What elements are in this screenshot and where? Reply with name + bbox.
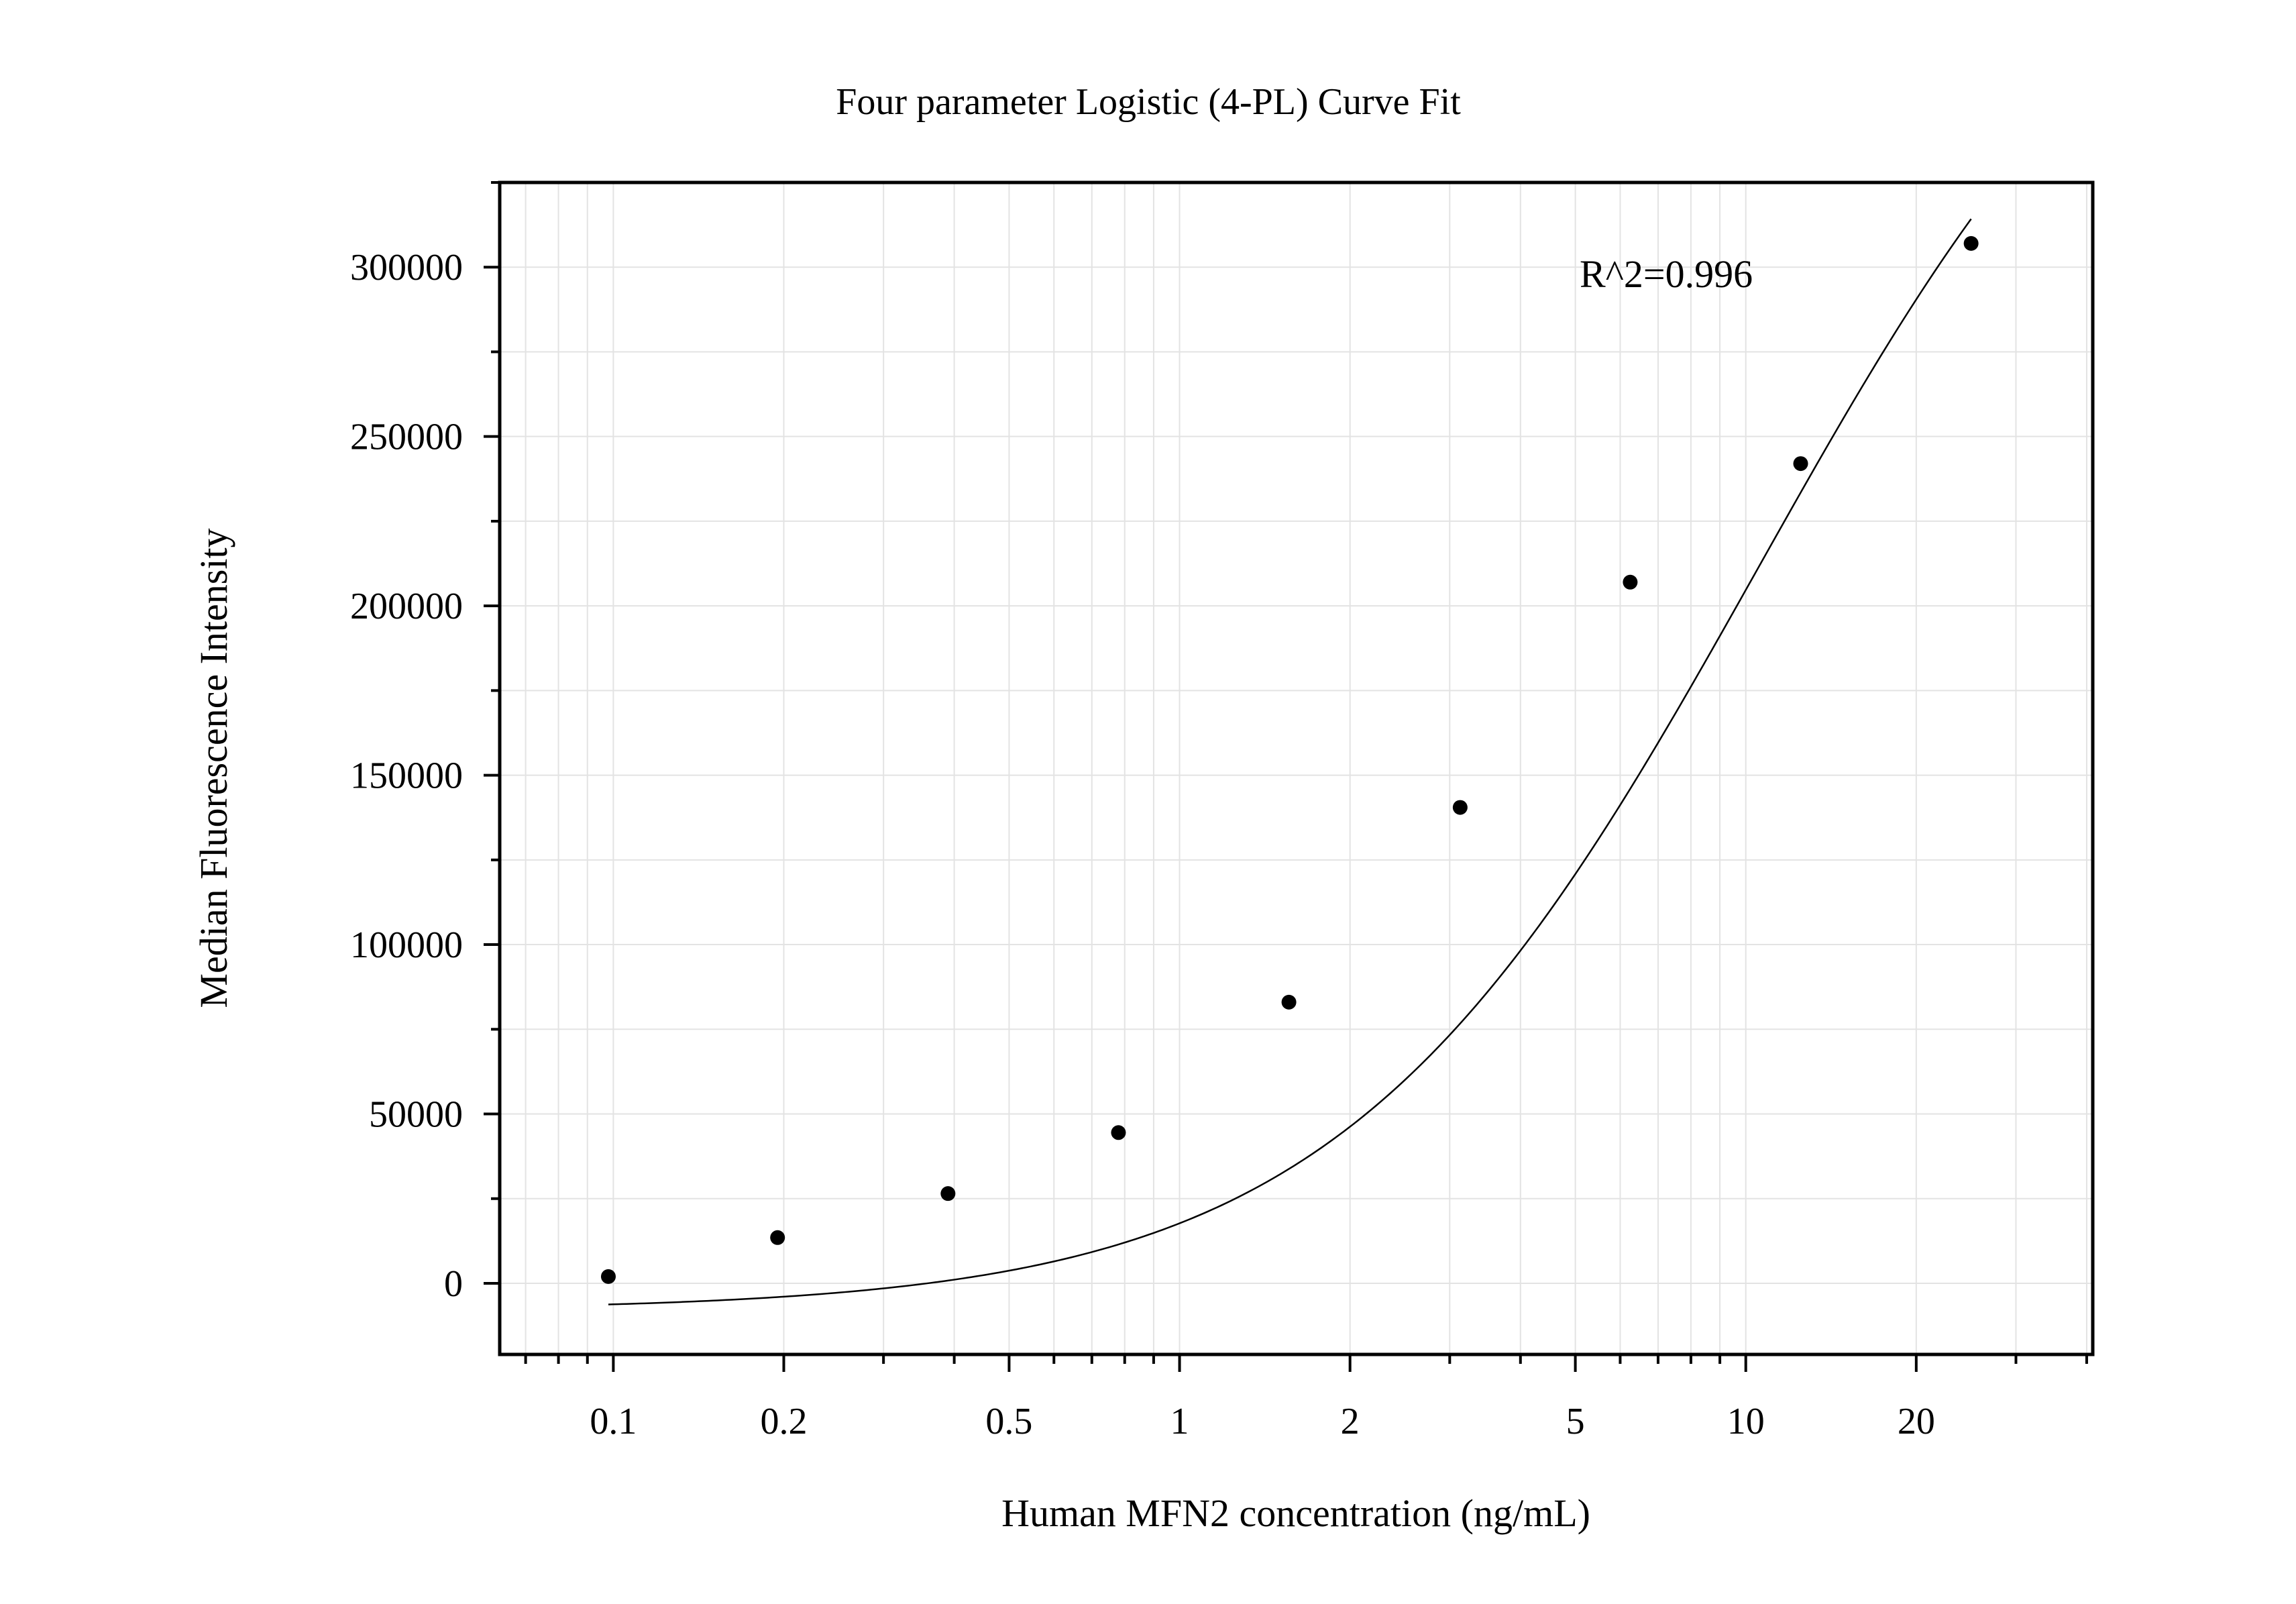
y-tick-label: 300000 <box>350 247 463 288</box>
data-point <box>1963 235 1979 251</box>
chart-title: Four parameter Logistic (4-PL) Curve Fit <box>836 81 1461 123</box>
data-point <box>600 1269 616 1284</box>
data-point <box>1452 800 1468 815</box>
x-axis-label: Human MFN2 concentration (ng/mL) <box>1001 1491 1590 1535</box>
y-tick-label: 100000 <box>350 924 463 966</box>
r-squared-annotation: R^2=0.996 <box>1580 252 1753 296</box>
y-axis-label: Median Fluorescence Intensity <box>192 528 235 1008</box>
x-tick-label: 0.5 <box>985 1401 1032 1442</box>
y-tick-label: 200000 <box>350 586 463 627</box>
x-tick-label: 10 <box>1727 1401 1765 1442</box>
x-tick-label: 0.2 <box>761 1401 808 1442</box>
data-point <box>1793 456 1808 472</box>
data-point <box>1111 1125 1126 1140</box>
y-tick-label: 0 <box>444 1263 463 1305</box>
fit-curve <box>608 218 1972 1305</box>
data-points <box>600 235 1979 1284</box>
x-tick-label: 20 <box>1898 1401 1935 1442</box>
x-tick-label: 5 <box>1566 1401 1585 1442</box>
plot-frame <box>498 180 2095 1356</box>
x-tick-label: 2 <box>1341 1401 1360 1442</box>
y-tick-label: 150000 <box>350 755 463 797</box>
fit-curve-layer <box>608 218 1972 1305</box>
data-point <box>1281 994 1297 1010</box>
x-tick-label: 1 <box>1170 1401 1189 1442</box>
y-axis: 0 50000 100000 150000 200000 250000 300000 <box>350 181 500 1305</box>
data-point <box>940 1186 956 1201</box>
y-tick-label: 50000 <box>369 1094 463 1136</box>
data-point <box>770 1230 785 1245</box>
y-tick-label: 250000 <box>350 417 463 458</box>
data-point <box>1623 574 1638 590</box>
x-axis: 0.1 0.2 0.5 1 2 5 10 20 <box>524 1354 2088 1442</box>
x-tick-label: 0.1 <box>590 1401 637 1442</box>
